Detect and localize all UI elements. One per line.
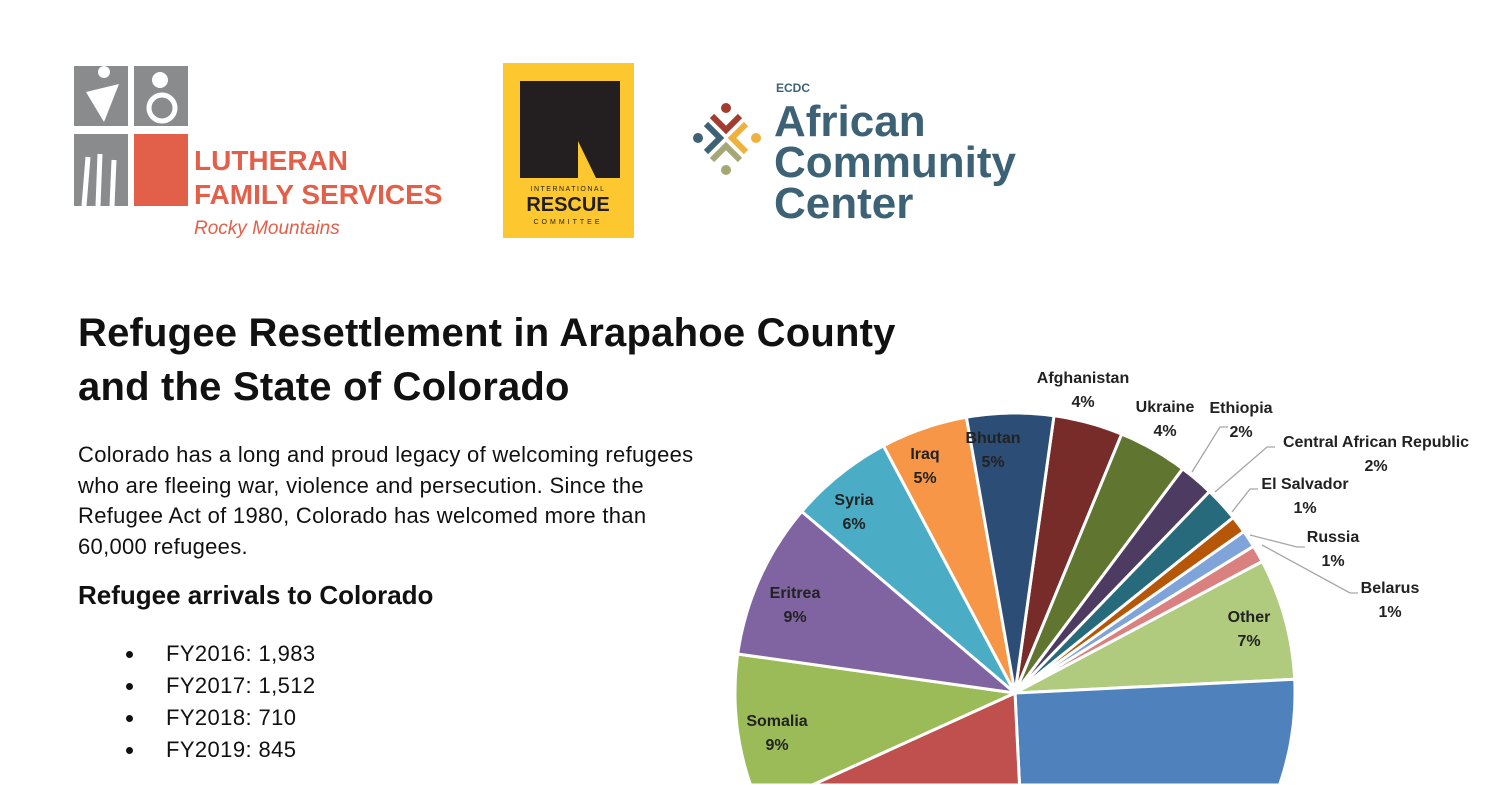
pie-slice xyxy=(1013,677,1297,785)
slice-name-label: Afghanistan xyxy=(1037,370,1129,387)
svg-text:LUTHERAN: LUTHERAN xyxy=(194,145,348,176)
svg-text:COMMITTEE: COMMITTEE xyxy=(534,219,603,226)
international-rescue-committee-logo: INTERNATIONAL RESCUE COMMITTEE xyxy=(503,63,634,238)
pie-slice-ukraine xyxy=(1013,432,1185,695)
leader-line xyxy=(1214,446,1275,493)
slice-percent-label: 2% xyxy=(1364,458,1387,475)
svg-text:RESCUE: RESCUE xyxy=(526,194,609,216)
pie-slice-ethiopia xyxy=(1013,467,1211,695)
arrivals-heading: Refugee arrivals to Colorado xyxy=(78,580,434,610)
arrival-item: FY2016: 1,983 xyxy=(120,638,316,670)
pie-slice-afghanistan xyxy=(1013,414,1124,695)
svg-text:FAMILY SERVICES: FAMILY SERVICES xyxy=(194,179,442,210)
page-title: Refugee Resettlement in Arapahoe County a… xyxy=(78,306,896,414)
slice-name-label: Other xyxy=(1228,609,1271,626)
slice-percent-label: 4% xyxy=(1153,423,1176,440)
slice-percent-label: 5% xyxy=(913,470,936,487)
pie-slice-bhutan xyxy=(964,411,1056,695)
slice-percent-label: 4% xyxy=(1071,394,1094,411)
pie-slice-iraq xyxy=(882,415,1017,695)
arrivals-list: FY2016: 1,983 FY2017: 1,512 FY2018: 710 … xyxy=(120,638,316,766)
slice-name-label: Somalia xyxy=(746,713,807,730)
slice-name-label: Russia xyxy=(1307,529,1360,546)
svg-text:ECDC: ECDC xyxy=(776,81,810,95)
svg-text:African: African xyxy=(774,97,926,146)
slice-percent-label: 7% xyxy=(1237,633,1260,650)
pie-slice-eritrea xyxy=(736,510,1017,695)
slice-name-label: Ukraine xyxy=(1136,399,1195,416)
slice-name-label: El Salvador xyxy=(1261,476,1348,493)
leader-line xyxy=(1249,534,1305,548)
pie-slice-other xyxy=(1013,560,1297,695)
leader-line xyxy=(1231,488,1258,513)
title-line-2: and the State of Colorado xyxy=(78,365,570,409)
slice-name-label: Ethiopia xyxy=(1209,400,1272,417)
svg-text:INTERNATIONAL: INTERNATIONAL xyxy=(531,186,606,193)
svg-text:Center: Center xyxy=(774,179,913,228)
arrival-item: FY2018: 710 xyxy=(120,702,316,734)
arrival-item: FY2017: 1,512 xyxy=(120,670,316,702)
slice-percent-label: 2% xyxy=(1229,424,1252,441)
slice-name-label: Belarus xyxy=(1361,580,1420,597)
slice-percent-label: 1% xyxy=(1321,553,1344,570)
slice-percent-label: 5% xyxy=(981,454,1004,471)
slice-percent-label: 9% xyxy=(765,737,788,754)
title-line-1: Refugee Resettlement in Arapahoe County xyxy=(78,311,896,355)
pie-slice-syria xyxy=(800,444,1017,695)
lutheran-family-services-logo: LUTHERAN FAMILY SERVICES Rocky Mountains xyxy=(74,66,442,239)
leader-line xyxy=(1191,426,1228,473)
african-community-center-logo: ECDC African Community Center xyxy=(693,81,1017,228)
slice-name-label: Iraq xyxy=(910,446,939,463)
slice-name-label: Eritrea xyxy=(770,585,821,602)
leader-line xyxy=(1261,544,1358,594)
slice-name-label: Bhutan xyxy=(965,430,1020,447)
slice-percent-label: 9% xyxy=(783,609,806,626)
slice-name-label: Syria xyxy=(834,492,873,509)
pie-slice-somalia xyxy=(733,652,1017,785)
intro-paragraph: Colorado has a long and proud legacy of … xyxy=(78,442,694,559)
slice-percent-label: 1% xyxy=(1293,500,1316,517)
slice-percent-label: 1% xyxy=(1378,604,1401,621)
svg-text:Community: Community xyxy=(774,138,1017,187)
arrival-item: FY2019: 845 xyxy=(120,734,316,766)
slice-percent-label: 6% xyxy=(842,516,865,533)
slice-name-label: Central African Republic xyxy=(1283,434,1469,451)
pie-slice-central-african-republic xyxy=(1013,490,1235,695)
svg-text:Rocky Mountains: Rocky Mountains xyxy=(194,218,340,239)
